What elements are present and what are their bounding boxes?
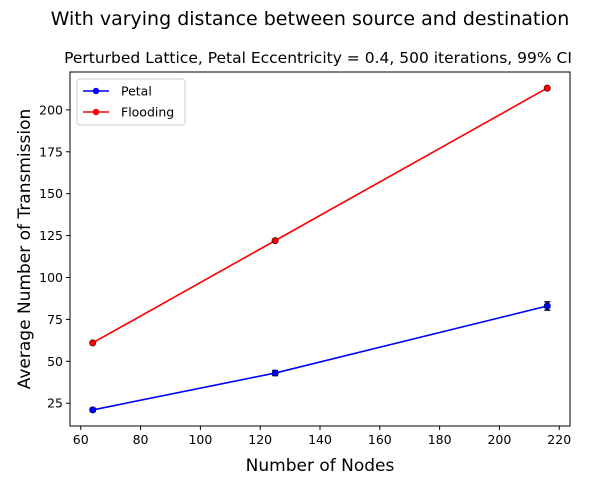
series-petal (89, 301, 551, 414)
chart-title: Perturbed Lattice, Petal Eccentricity = … (64, 49, 572, 67)
y-tick-label: 175 (39, 144, 63, 159)
data-point-petal (89, 406, 97, 414)
legend-marker-petal (92, 87, 100, 95)
x-tick-label: 120 (248, 432, 272, 447)
x-tick-label: 60 (73, 432, 89, 447)
y-tick-label: 75 (47, 312, 63, 327)
legend-label-petal: Petal (121, 84, 152, 99)
data-point-flooding (543, 84, 551, 92)
x-tick-label: 200 (487, 432, 511, 447)
y-tick-label: 125 (39, 228, 63, 243)
x-tick-label: 180 (428, 432, 452, 447)
y-tick-label: 200 (39, 102, 63, 117)
y-tick-label: 25 (47, 396, 63, 411)
plot-area (89, 84, 551, 414)
x-tick-label: 140 (308, 432, 332, 447)
y-axis-label: Average Number of Transmission (15, 109, 35, 390)
y-tick-label: 100 (39, 270, 63, 285)
data-point-petal (271, 369, 279, 377)
x-tick-label: 220 (547, 432, 571, 447)
x-tick-label: 160 (368, 432, 392, 447)
x-tick-label: 100 (188, 432, 212, 447)
plot-frame (69, 71, 571, 427)
series-line-petal (92, 305, 548, 411)
legend-label-flooding: Flooding (121, 105, 174, 120)
legend-marker-flooding (92, 108, 100, 116)
data-point-petal (543, 302, 551, 310)
chart-suptitle: With varying distance between source and… (51, 8, 570, 30)
data-point-flooding (271, 237, 279, 245)
x-tick-label: 80 (133, 432, 149, 447)
axis-ticks: 60 80 100 120 140 160 180 200 220 25 50 75 100 125 150… (39, 102, 571, 447)
data-point-flooding (89, 339, 97, 347)
x-axis-label: Number of Nodes (246, 456, 395, 476)
legend: Petal Flooding (76, 78, 186, 126)
series-flooding (89, 84, 551, 347)
y-tick-label: 150 (39, 186, 63, 201)
y-tick-label: 50 (47, 354, 63, 369)
series-line-flooding (92, 87, 548, 344)
